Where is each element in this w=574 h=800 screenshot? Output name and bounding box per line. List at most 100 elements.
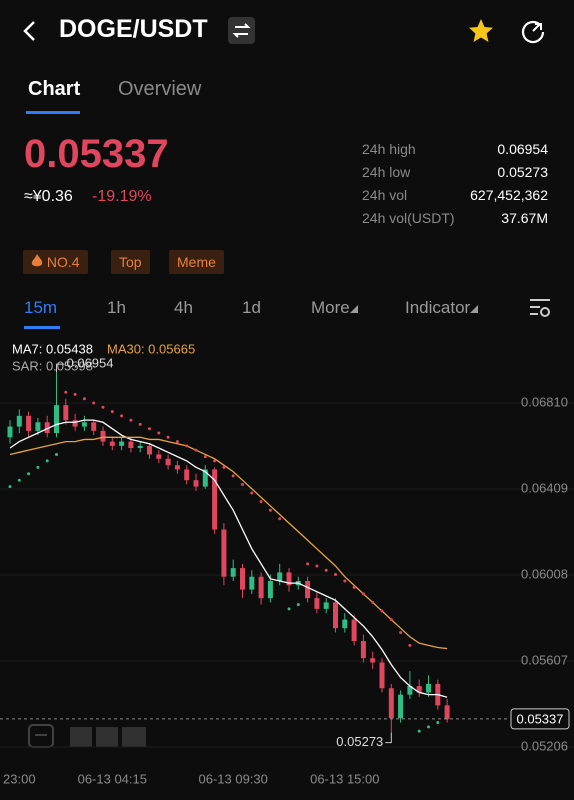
candle-body bbox=[174, 465, 180, 470]
interval[interactable]: 1d bbox=[242, 298, 261, 317]
candle-body bbox=[63, 405, 69, 421]
tag[interactable]: Meme bbox=[169, 250, 224, 274]
stat-label: 24h vol(USDT) bbox=[362, 210, 455, 226]
sar-dot bbox=[213, 459, 217, 463]
sar-dot bbox=[324, 568, 328, 572]
last-price-box bbox=[510, 708, 570, 730]
sar-dot bbox=[296, 603, 300, 607]
stat-value: 0.05273 bbox=[497, 164, 548, 180]
sar-dot bbox=[315, 564, 319, 568]
candle-body bbox=[72, 420, 78, 427]
candle-body bbox=[314, 598, 320, 609]
interval-active[interactable]: 15m bbox=[24, 298, 58, 317]
caret bbox=[470, 305, 479, 313]
sar-dot bbox=[101, 405, 105, 409]
indicator-menu[interactable]: Indicator bbox=[405, 298, 479, 318]
candle-body bbox=[212, 469, 218, 530]
candle-body bbox=[258, 576, 264, 599]
sar-dot bbox=[352, 585, 356, 589]
candle-body bbox=[193, 480, 199, 487]
sar-dot bbox=[343, 579, 347, 583]
favorite-star[interactable] bbox=[467, 17, 495, 45]
sar-dot bbox=[120, 414, 124, 418]
candle-body bbox=[379, 662, 385, 689]
watermark bbox=[28, 724, 146, 748]
sar-dot bbox=[427, 725, 430, 729]
candle-body bbox=[444, 705, 450, 719]
candle-body bbox=[7, 426, 13, 438]
change-percent: -19.19% bbox=[92, 188, 152, 205]
candle-body bbox=[81, 422, 87, 427]
candle-body bbox=[426, 683, 431, 693]
y-tick-label: 0.05206 bbox=[521, 738, 568, 753]
tag-rank[interactable]: NO.4 bbox=[23, 250, 88, 274]
candle-body bbox=[128, 441, 134, 449]
settings-icon[interactable] bbox=[528, 297, 552, 319]
sar-dot bbox=[185, 444, 189, 448]
candle-body bbox=[305, 580, 311, 599]
candle-body bbox=[44, 422, 50, 434]
sar-dot bbox=[268, 508, 272, 512]
sar-dot bbox=[371, 600, 375, 604]
tab-chart[interactable]: Chart bbox=[28, 78, 81, 100]
sar-dot bbox=[361, 592, 365, 596]
x-tick-label: 06-13 04:15 bbox=[78, 771, 147, 786]
caret bbox=[349, 305, 358, 313]
interval-more[interactable]: More bbox=[311, 298, 358, 318]
tag[interactable]: Top bbox=[111, 250, 150, 274]
last-price: 0.05337 bbox=[24, 132, 169, 176]
sar-dot bbox=[250, 491, 254, 495]
flame-icon bbox=[31, 254, 43, 267]
back-button[interactable] bbox=[18, 18, 42, 44]
candle-body bbox=[230, 568, 236, 577]
sar-dot bbox=[8, 485, 12, 489]
y-tick-label: 0.06409 bbox=[521, 480, 568, 495]
stat-value: 37.67M bbox=[501, 210, 548, 226]
stat-label: 24h low bbox=[362, 164, 411, 180]
swap-icon[interactable] bbox=[228, 17, 255, 44]
candle-body bbox=[119, 441, 125, 446]
sar-dot bbox=[55, 452, 58, 456]
y-tick-label: 0.06008 bbox=[521, 566, 568, 581]
candle-body bbox=[54, 405, 59, 434]
candle-body bbox=[100, 430, 106, 442]
sar-dot bbox=[231, 474, 235, 478]
sar-dot bbox=[287, 607, 291, 611]
candle-body bbox=[91, 422, 97, 431]
sar-dot bbox=[278, 517, 282, 521]
legend-entry: MA7: 0.05438 bbox=[12, 341, 93, 356]
sar-dot bbox=[27, 472, 31, 476]
high-label: 0.06954 bbox=[67, 356, 114, 371]
tab-overview[interactable]: Overview bbox=[118, 78, 202, 100]
legend-entry: MA30: 0.05665 bbox=[107, 341, 195, 356]
sar-dot bbox=[417, 729, 421, 733]
candle-body bbox=[398, 694, 404, 719]
candle-body bbox=[202, 469, 208, 487]
stat-label: 24h vol bbox=[362, 187, 408, 203]
sar-dot bbox=[175, 440, 179, 444]
x-tick-label: 06-13 15:00 bbox=[310, 771, 379, 786]
candle-body bbox=[407, 686, 413, 695]
candle-body bbox=[360, 641, 366, 659]
candle-body bbox=[323, 602, 329, 609]
refresh-icon[interactable] bbox=[519, 17, 547, 45]
candle-body bbox=[35, 422, 41, 431]
sar-dot bbox=[73, 392, 77, 396]
sar-dot bbox=[82, 397, 86, 401]
legend-entry: SAR: 0.05598 bbox=[12, 358, 93, 373]
sar-dot bbox=[306, 562, 310, 566]
interval[interactable]: 4h bbox=[174, 298, 193, 317]
interval[interactable]: 1h bbox=[107, 298, 126, 317]
sar-dot bbox=[157, 431, 161, 435]
sar-dot bbox=[259, 500, 263, 504]
candle-body bbox=[249, 576, 255, 590]
candle-body bbox=[109, 441, 115, 446]
sar-dot bbox=[45, 459, 49, 463]
sar-dot bbox=[334, 573, 337, 577]
sar-dot bbox=[380, 609, 384, 613]
sar-dot bbox=[408, 643, 412, 647]
sar-dot bbox=[138, 422, 142, 426]
candle-body bbox=[351, 619, 357, 642]
candle-body bbox=[184, 469, 190, 481]
